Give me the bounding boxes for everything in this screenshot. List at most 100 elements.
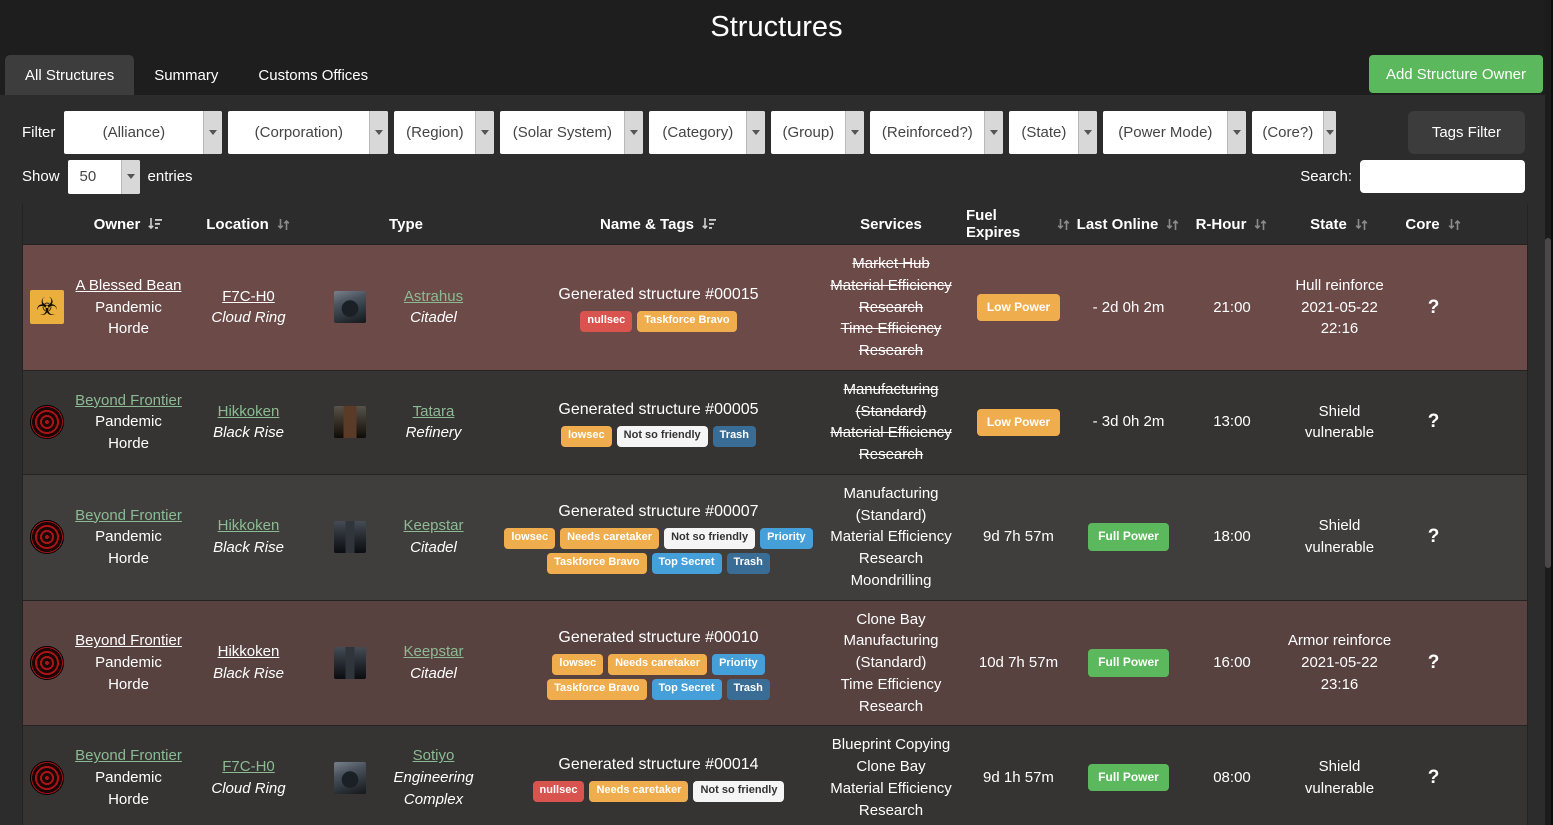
owner-link[interactable]: Beyond Frontier xyxy=(75,747,182,765)
location-cell: F7C-H0 Cloud Ring xyxy=(186,286,311,330)
tag-trash: Trash xyxy=(726,678,770,700)
column-header-services[interactable]: Services xyxy=(816,216,966,233)
entries-per-page-select[interactable]: 50 xyxy=(67,159,140,194)
reinforced-filter-select[interactable]: (Reinforced?) xyxy=(870,110,1004,154)
region-name: Black Rise xyxy=(213,539,284,557)
owner-link[interactable]: A Blessed Bean xyxy=(75,276,182,294)
owner-link[interactable]: Beyond Frontier xyxy=(75,391,182,409)
services-cell: Market Hub Material Efficiency Research Ti… xyxy=(816,253,966,362)
solar-system-link[interactable]: Hikkoken xyxy=(217,517,280,535)
column-header-owner[interactable]: Owner xyxy=(71,216,186,233)
owner-alliance: Pandemic Horde xyxy=(95,298,162,338)
state-value: Hull reinforce 2021-05-22 22:16 xyxy=(1295,276,1384,338)
owner-cell: Beyond Frontier Pandemic Horde xyxy=(71,630,186,695)
tag-list: lowsec Needs caretaker Priority Taskforce B… xyxy=(503,654,815,700)
r-hour-value: 08:00 xyxy=(1213,768,1251,786)
biohazard-icon: ☣ xyxy=(30,290,64,325)
core-filter-select[interactable]: (Core?) xyxy=(1252,110,1337,154)
column-label: Type xyxy=(389,215,423,233)
search-input[interactable] xyxy=(1360,160,1525,193)
solar-system-link[interactable]: F7C-H0 xyxy=(222,758,275,775)
type-cell: Keepstar Citadel xyxy=(311,641,501,685)
region-filter-select[interactable]: (Region) xyxy=(394,110,495,154)
last-online-value: - 2d 0h 2m xyxy=(1092,298,1165,316)
column-header-type[interactable]: Type xyxy=(311,216,501,233)
structure-type-thumbnail xyxy=(334,406,366,439)
type-link[interactable]: Sotiyo xyxy=(412,747,455,765)
solar-system-filter-select[interactable]: (Solar System) xyxy=(500,110,644,154)
tab-all-structures[interactable]: All Structures xyxy=(5,55,135,95)
type-link[interactable]: Keepstar xyxy=(403,517,464,535)
tab-customs-offices[interactable]: Customs Offices xyxy=(238,55,388,95)
select-value: (Reinforced?) xyxy=(881,123,973,141)
corporation-filter-select[interactable]: (Corporation) xyxy=(228,110,389,154)
tag-needs-caretaker: Needs caretaker xyxy=(560,528,660,550)
add-structure-owner-button[interactable]: Add Structure Owner xyxy=(1368,55,1543,93)
tag-nullsec: nullsec xyxy=(532,781,585,803)
owner-link[interactable]: Beyond Frontier xyxy=(75,506,182,524)
owner-cell: A Blessed Bean Pandemic Horde xyxy=(71,275,186,340)
column-header-core[interactable]: Core xyxy=(1401,216,1466,233)
table-controls-row: Show 50 entries Search: xyxy=(0,154,1553,194)
group-filter-select[interactable]: (Group) xyxy=(771,110,865,154)
column-header-fuel-expires[interactable]: Fuel Expires xyxy=(966,207,1071,241)
structure-name: Generated structure #00007 xyxy=(558,503,759,521)
vertical-scrollbar[interactable] xyxy=(1545,0,1553,825)
structures-table: Owner Location Type Name & Tags xyxy=(22,204,1528,825)
type-group: Citadel xyxy=(410,664,457,682)
tag-list: nullsec Taskforce Bravo xyxy=(580,311,737,332)
owner-avatar-cell xyxy=(23,405,71,440)
fuel-expires-cell: 9d 1h 57m xyxy=(966,767,1071,789)
type-link[interactable]: Keepstar xyxy=(403,643,464,661)
tag-not-so-friendly: Not so friendly xyxy=(664,528,756,550)
last-online-cell: Full Power xyxy=(1071,764,1186,792)
core-cell: ? xyxy=(1401,649,1466,677)
owner-link[interactable]: Beyond Frontier xyxy=(75,632,182,650)
sort-both-icon xyxy=(1166,218,1179,230)
name-tags-cell: Generated structure #00010 lowsec Needs ca… xyxy=(501,626,816,700)
tag-priority: Priority xyxy=(760,528,813,550)
state-filter-select[interactable]: (State) xyxy=(1009,110,1098,154)
table-body: ☣ A Blessed Bean Pandemic Horde F7C-H0 Cloud… xyxy=(23,244,1527,825)
tag-not-so-friendly: Not so friendly xyxy=(693,781,785,803)
tag-top-secret: Top Secret xyxy=(651,553,722,575)
type-text: Sotiyo Engineering Complex xyxy=(366,745,501,810)
core-unknown-icon: ? xyxy=(1427,526,1440,548)
table-row: Beyond Frontier Pandemic Horde F7C-H0 Cloud… xyxy=(23,725,1527,825)
column-header-name-tags[interactable]: Name & Tags xyxy=(501,216,816,233)
core-cell: ? xyxy=(1401,523,1466,551)
column-header-location[interactable]: Location xyxy=(186,216,311,233)
power-mode-filter-select[interactable]: (Power Mode) xyxy=(1103,110,1247,154)
scrollbar-thumb[interactable] xyxy=(1545,238,1551,568)
chevron-down-icon xyxy=(1078,110,1098,154)
type-group: Engineering Complex xyxy=(393,768,474,808)
chevron-down-icon xyxy=(369,110,389,154)
type-text: Keepstar Citadel xyxy=(366,515,501,559)
sort-amount-down-icon xyxy=(702,217,716,229)
last-online-cell: - 2d 0h 2m xyxy=(1071,297,1186,319)
owner-cell: Beyond Frontier Pandemic Horde xyxy=(71,505,186,570)
column-header-state[interactable]: State xyxy=(1278,216,1401,233)
column-header-r-hour[interactable]: R-Hour xyxy=(1186,216,1278,233)
type-link[interactable]: Tatara xyxy=(412,402,455,420)
reinforcement-hour-cell: 13:00 xyxy=(1186,411,1278,433)
tab-summary[interactable]: Summary xyxy=(134,55,238,95)
beyond-frontier-icon xyxy=(30,645,64,680)
solar-system-link[interactable]: Hikkoken xyxy=(217,402,280,420)
alliance-filter-select[interactable]: (Alliance) xyxy=(64,110,223,154)
column-label: Location xyxy=(206,215,269,233)
type-link[interactable]: Astrahus xyxy=(403,287,464,305)
tag-priority: Priority xyxy=(712,654,765,675)
solar-system-link[interactable]: F7C-H0 xyxy=(222,287,275,305)
tags-filter-button[interactable]: Tags Filter xyxy=(1407,110,1525,154)
tab-bar: All Structures Summary Customs Offices A… xyxy=(0,55,1553,95)
category-filter-select[interactable]: (Category) xyxy=(649,110,766,154)
power-mode-badge: Full Power xyxy=(1088,649,1169,677)
core-unknown-icon: ? xyxy=(1427,411,1440,433)
column-header-last-online[interactable]: Last Online xyxy=(1071,216,1186,233)
table-row: Beyond Frontier Pandemic Horde Hikkoken Bla… xyxy=(23,369,1527,474)
column-label: Last Online xyxy=(1076,215,1159,233)
core-unknown-icon: ? xyxy=(1427,296,1440,318)
solar-system-link[interactable]: Hikkoken xyxy=(217,643,280,661)
column-label: Name & Tags xyxy=(600,215,694,233)
